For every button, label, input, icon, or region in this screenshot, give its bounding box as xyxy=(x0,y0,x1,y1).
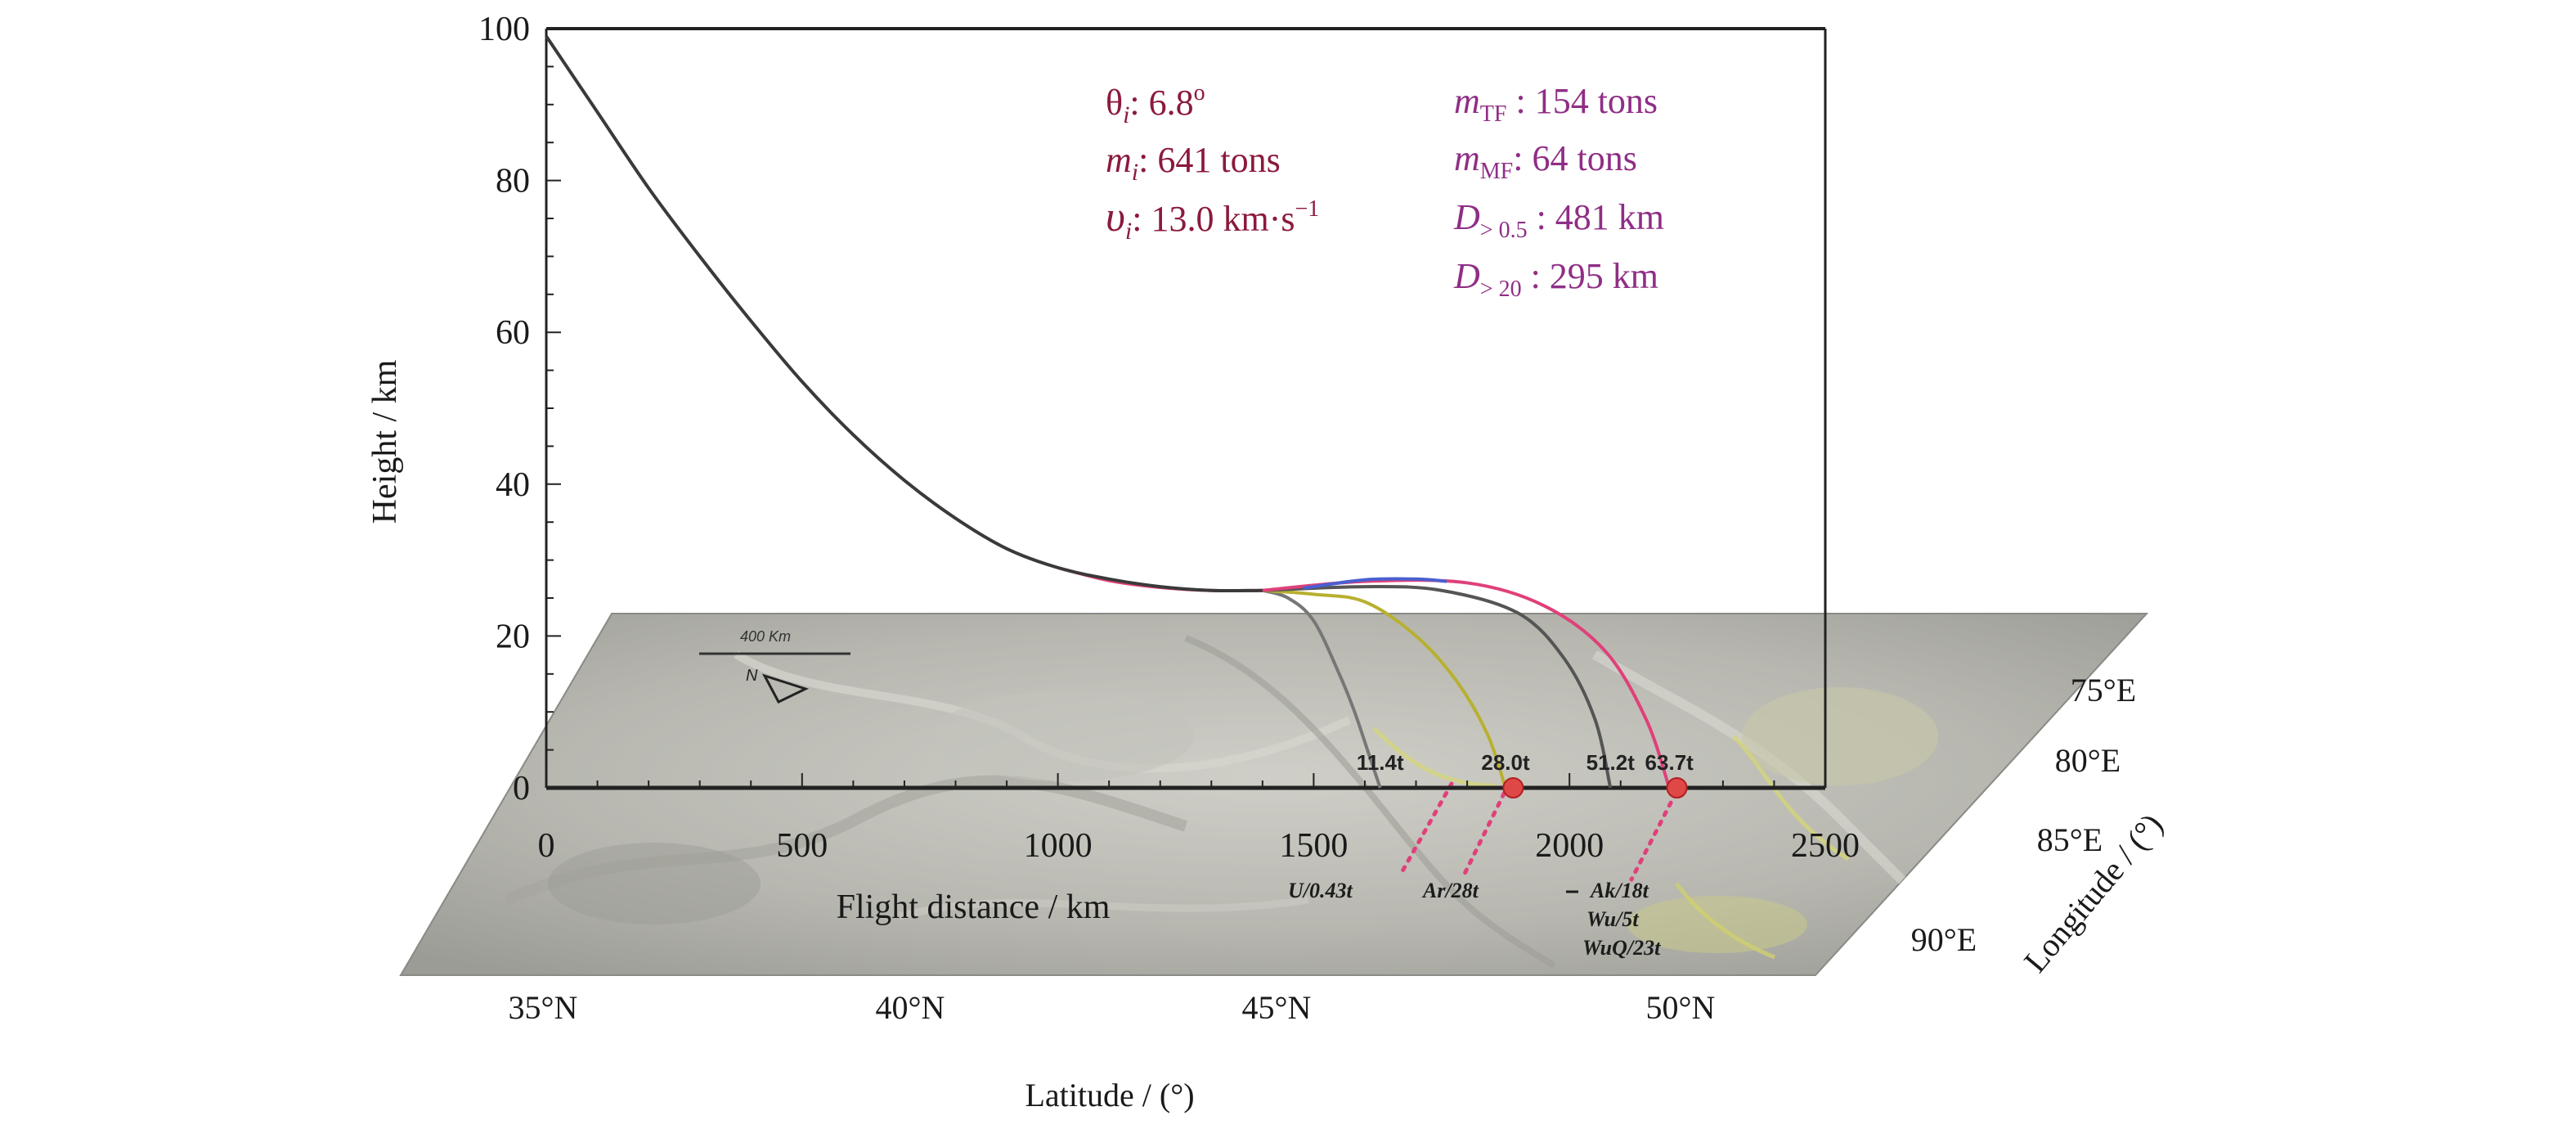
longitude-tick: 80°E xyxy=(2055,742,2120,779)
ground-label-ar: Ar/28t xyxy=(1421,879,1479,902)
x-axis-label: Flight distance / km xyxy=(837,888,1111,926)
main-trajectory xyxy=(545,35,1263,593)
fragment-trajectory-1 xyxy=(1262,588,1507,789)
impact-label: 51.2t xyxy=(1586,750,1636,775)
svg-text:N: N xyxy=(746,667,758,685)
map-surface xyxy=(399,613,2149,976)
latitude-tick: 45°N xyxy=(1242,989,1312,1026)
ground-label-ak: Ak/18t xyxy=(1589,879,1649,902)
y-tick-label: 60 xyxy=(496,314,530,352)
y-tick-label: 40 xyxy=(496,466,530,504)
param-velocity: υi: 13.0 km·s−1 xyxy=(1106,194,1319,245)
ground-label-wuq: WuQ/23t xyxy=(1582,936,1661,960)
north-arrow-icon: N xyxy=(746,667,810,704)
param-d-05: D> 0.5 : 481 km xyxy=(1453,197,1664,243)
longitude-tick: 90°E xyxy=(1911,921,1977,958)
y-tick-label: 80 xyxy=(496,163,530,200)
fragment-trajectory-5 xyxy=(1303,577,1447,590)
x-axis: 0 500 1000 1500 2000 2500 xyxy=(538,773,1860,865)
y-tick-label: 100 xyxy=(478,11,530,48)
latitude-tick: 40°N xyxy=(876,989,945,1026)
ground-connectors xyxy=(1398,781,1683,882)
param-mass: mi: 641 tons xyxy=(1106,140,1281,186)
impact-label: 28.0t xyxy=(1481,750,1530,775)
x-tick-label: 500 xyxy=(776,827,828,865)
parameters-left: θi: 6.8o mi: 641 tons υi: 13.0 km·s−1 xyxy=(1106,80,1319,245)
longitude-tick: 85°E xyxy=(2037,821,2103,858)
y-axis: 0 20 40 60 80 100 xyxy=(478,11,561,807)
latitude-axis: 35°N 40°N 45°N 50°N Latitude / (°) xyxy=(509,989,1716,1113)
plot-frame xyxy=(546,27,1827,788)
parameters-right: mTF : 154 tons mMF: 64 tons D> 0.5 : 481… xyxy=(1453,81,1664,302)
y-tick-label: 20 xyxy=(496,618,530,655)
x-tick-label: 2500 xyxy=(1791,827,1860,865)
impact-marker xyxy=(1502,777,1524,798)
impact-label: 63.7t xyxy=(1645,750,1694,775)
y-axis-label: Height / km xyxy=(366,359,404,524)
map-scale-label: 400 Km xyxy=(740,628,791,645)
x-tick-label: 2000 xyxy=(1535,827,1604,865)
terrain-map: 400 Km N U/0.43t Ar/28t Ak/18t Wu/5t WuQ… xyxy=(399,613,2149,976)
latitude-axis-label: Latitude / (°) xyxy=(1025,1077,1194,1113)
latitude-tick: 35°N xyxy=(509,989,578,1026)
impact-marker xyxy=(1666,777,1688,798)
impact-label: 11.4t xyxy=(1357,750,1404,775)
ground-label-wu: Wu/5t xyxy=(1586,907,1639,931)
trajectory-series xyxy=(545,35,1672,789)
fragment-trajectory-0 xyxy=(1262,588,1382,789)
ground-label-u: U/0.43t xyxy=(1288,879,1353,902)
y-tick-label: 0 xyxy=(513,770,530,807)
x-tick-label: 0 xyxy=(538,827,555,865)
ground-labels: U/0.43t Ar/28t Ak/18t Wu/5t WuQ/23t xyxy=(1288,879,1661,960)
x-tick-label: 1000 xyxy=(1024,827,1093,865)
latitude-tick: 50°N xyxy=(1646,989,1716,1026)
x-tick-label: 1500 xyxy=(1279,827,1348,865)
map-texture xyxy=(505,635,1967,969)
param-m-mf: mMF: 64 tons xyxy=(1454,138,1637,184)
param-m-tf: mTF : 154 tons xyxy=(1454,81,1658,127)
param-d-20: D> 20 : 295 km xyxy=(1453,256,1658,302)
fragment-trajectory-2 xyxy=(1262,585,1613,789)
impact-points: 11.4t 28.0t 51.2t 63.7t xyxy=(1357,750,1694,798)
param-theta: θi: 6.8o xyxy=(1106,80,1205,128)
longitude-tick: 75°E xyxy=(2071,672,2136,708)
